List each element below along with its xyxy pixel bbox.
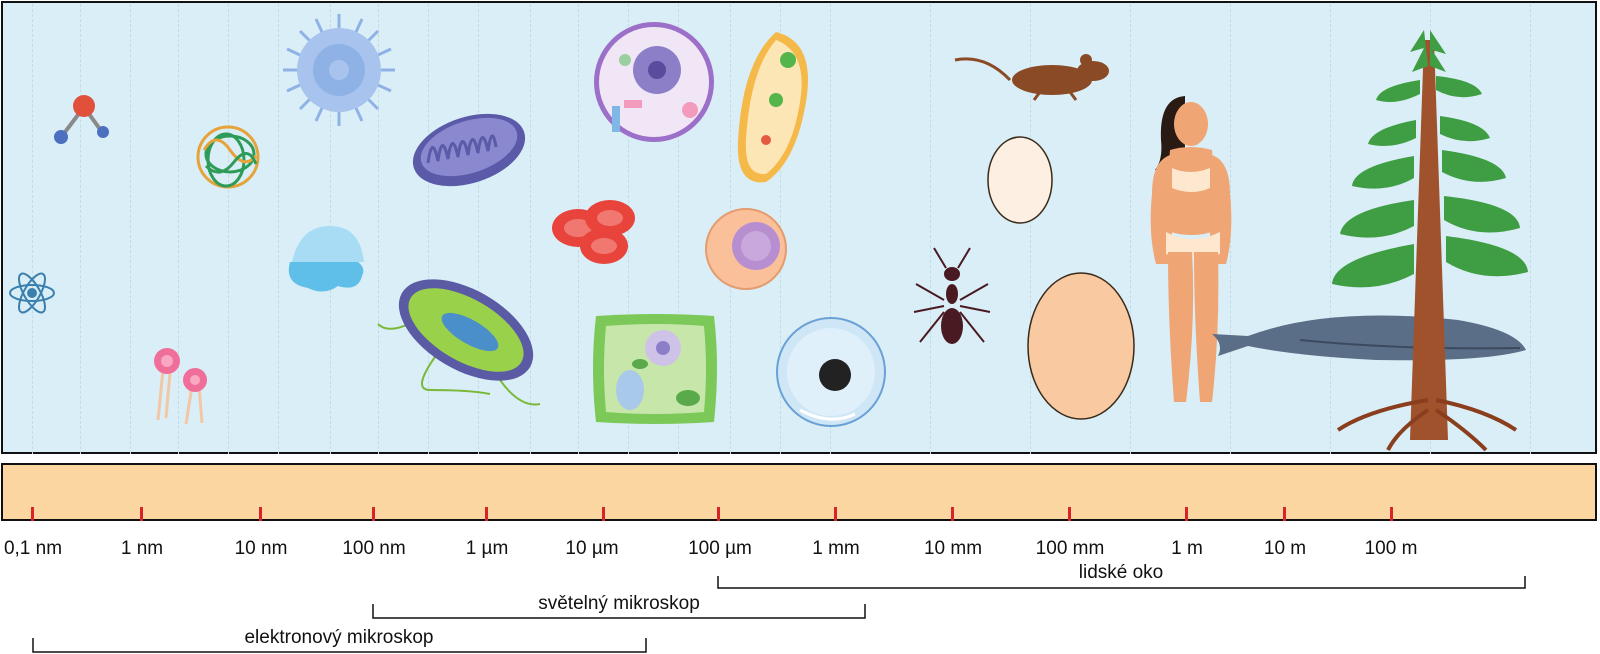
gridline — [930, 4, 931, 454]
scale-tick — [1283, 507, 1286, 521]
animal-cell-icon — [594, 22, 714, 142]
scale-tick — [1185, 507, 1188, 521]
scale-tick — [372, 507, 375, 521]
light-microscope-range-bracket — [372, 604, 866, 619]
human-icon — [1150, 96, 1232, 402]
scale-label: 1 nm — [120, 538, 164, 559]
scale-label: 10 m — [1263, 538, 1307, 559]
virus-icon — [283, 14, 395, 126]
light-microscope-range-label: světelný mikroskop — [538, 593, 700, 614]
gridline — [678, 4, 679, 454]
electron-microscope-range-bracket — [32, 638, 647, 653]
gridline — [80, 4, 81, 454]
gridline — [478, 4, 479, 454]
eye-range-bracket — [717, 576, 1526, 589]
gridline — [278, 4, 279, 454]
scale-band — [1, 463, 1597, 521]
scale-tick — [717, 507, 720, 521]
plant-cell-icon — [593, 314, 717, 424]
tree-icon — [1332, 30, 1528, 452]
lipid-icon — [154, 348, 207, 425]
protein-icon — [196, 125, 260, 189]
gridline — [1530, 4, 1531, 454]
red-blood-cells-icon — [552, 200, 635, 264]
scale-tick — [834, 507, 837, 521]
mitochondrion-icon — [412, 113, 526, 187]
electron-microscope-range-label: elektronový mikroskop — [244, 627, 434, 648]
paramecium-icon — [737, 32, 808, 183]
gridline — [228, 4, 229, 454]
scale-tick — [1068, 507, 1071, 521]
egg-cell-icon — [776, 317, 886, 427]
scale-label: 10 mm — [923, 538, 983, 559]
gridline — [530, 4, 531, 454]
scale-tick — [951, 507, 954, 521]
gridline — [1330, 4, 1331, 454]
gridline — [1130, 4, 1131, 454]
gridline — [178, 4, 179, 454]
scale-label: 1 µm — [465, 538, 509, 559]
chicken-egg-icon — [987, 136, 1053, 224]
scale-label: 100 mm — [1035, 538, 1105, 559]
scale-label: 1 m — [1171, 538, 1203, 559]
scale-label: 100 µm — [688, 538, 752, 559]
capsid-icon — [288, 226, 364, 292]
atom-icon — [9, 272, 55, 314]
gridline — [130, 4, 131, 454]
ostrich-egg-icon — [1027, 272, 1135, 420]
scale-tick — [485, 507, 488, 521]
bacterium-icon — [377, 279, 541, 406]
gridline — [378, 4, 379, 454]
scale-tick — [140, 507, 143, 521]
scale-label: 100 nm — [342, 538, 406, 559]
scale-tick — [31, 507, 34, 521]
scale-label: 0,1 nm — [3, 538, 63, 559]
scale-label: 10 µm — [565, 538, 619, 559]
whale-icon — [1212, 315, 1526, 361]
gridline — [428, 4, 429, 454]
scale-label: 1 mm — [812, 538, 860, 559]
eye-range-label: lidské oko — [1078, 562, 1164, 583]
gridline — [1030, 4, 1031, 454]
scale-label: 10 nm — [234, 538, 288, 559]
gridline — [32, 4, 33, 454]
molecule-icon — [54, 95, 109, 144]
gridline — [830, 4, 831, 454]
white-blood-cell-icon — [705, 208, 787, 290]
scale-tick — [1390, 507, 1393, 521]
scale-tick — [259, 507, 262, 521]
scale-tick — [602, 507, 605, 521]
mouse-icon — [954, 54, 1109, 101]
scale-label: 100 m — [1364, 538, 1418, 559]
ant-icon — [913, 247, 991, 344]
